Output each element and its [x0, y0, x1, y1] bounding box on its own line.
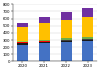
Bar — [61, 12, 72, 20]
Bar — [39, 40, 50, 41]
Bar — [82, 37, 93, 39]
Bar — [39, 42, 50, 43]
Bar — [39, 43, 50, 61]
Bar — [82, 39, 93, 40]
Bar — [17, 41, 28, 42]
Bar — [82, 8, 93, 17]
Bar — [39, 17, 50, 23]
Bar — [82, 40, 93, 41]
Bar — [39, 23, 50, 40]
Bar — [17, 45, 28, 61]
Bar — [17, 23, 28, 27]
Bar — [17, 43, 28, 45]
Bar — [82, 17, 93, 37]
Bar — [61, 42, 72, 61]
Bar — [61, 20, 72, 38]
Bar — [39, 41, 50, 42]
Bar — [61, 40, 72, 41]
Bar — [61, 38, 72, 40]
Bar — [17, 27, 28, 41]
Bar — [61, 41, 72, 42]
Bar — [82, 41, 93, 61]
Bar — [17, 42, 28, 43]
